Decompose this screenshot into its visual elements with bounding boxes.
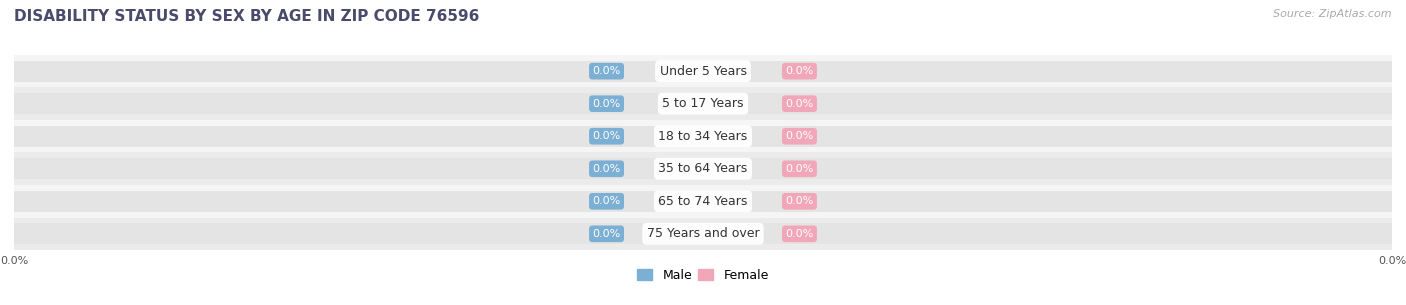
Bar — [14, 55, 1392, 88]
Bar — [14, 126, 1392, 147]
Text: 65 to 74 Years: 65 to 74 Years — [658, 195, 748, 208]
Text: 0.0%: 0.0% — [786, 164, 814, 174]
Text: DISABILITY STATUS BY SEX BY AGE IN ZIP CODE 76596: DISABILITY STATUS BY SEX BY AGE IN ZIP C… — [14, 9, 479, 24]
Bar — [14, 93, 1392, 114]
Text: 0.0%: 0.0% — [592, 99, 620, 109]
Text: 0.0%: 0.0% — [592, 229, 620, 239]
Text: 0.0%: 0.0% — [592, 164, 620, 174]
Text: 0.0%: 0.0% — [786, 229, 814, 239]
Bar — [14, 152, 1392, 185]
Text: 35 to 64 Years: 35 to 64 Years — [658, 162, 748, 175]
Bar — [14, 185, 1392, 217]
Text: 18 to 34 Years: 18 to 34 Years — [658, 130, 748, 143]
Text: Under 5 Years: Under 5 Years — [659, 65, 747, 78]
Text: 0.0%: 0.0% — [592, 66, 620, 76]
Bar — [14, 191, 1392, 212]
Bar — [14, 61, 1392, 82]
Text: 0.0%: 0.0% — [786, 196, 814, 206]
Text: 0.0%: 0.0% — [786, 66, 814, 76]
Text: 0.0%: 0.0% — [786, 131, 814, 141]
Text: 0.0%: 0.0% — [592, 196, 620, 206]
Text: 5 to 17 Years: 5 to 17 Years — [662, 97, 744, 110]
Text: 0.0%: 0.0% — [786, 99, 814, 109]
Text: Source: ZipAtlas.com: Source: ZipAtlas.com — [1274, 9, 1392, 19]
Bar — [14, 120, 1392, 152]
Bar — [14, 223, 1392, 244]
Bar — [14, 88, 1392, 120]
Bar — [14, 217, 1392, 250]
Legend: Male, Female: Male, Female — [633, 264, 773, 287]
Text: 75 Years and over: 75 Years and over — [647, 227, 759, 240]
Bar — [14, 158, 1392, 179]
Text: 0.0%: 0.0% — [592, 131, 620, 141]
